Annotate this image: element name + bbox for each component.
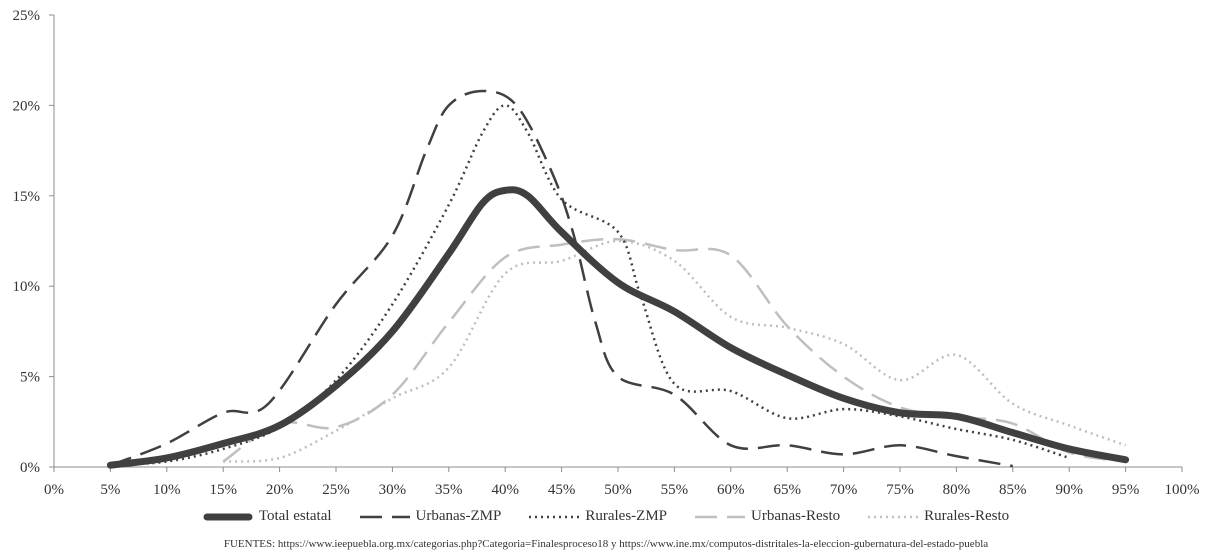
line-chart: 0% 5% 10% 15% 20% 25% 0% 5% 10% 15% 20% 25% 30% 35% 4…	[13, 8, 1200, 498]
source-note: FUENTES: https://www.ieepuebla.org.mx/ca…	[223, 538, 989, 550]
series-layer	[106, 89, 1130, 469]
x-axis: 0% 5% 10% 15% 20% 25% 30% 35% 40% 45% 50% 55% 60% 65%…	[44, 466, 1200, 498]
x-tick-label: 35%	[435, 482, 463, 498]
x-tick-label: 45%	[548, 482, 576, 498]
y-tick-label: 15%	[13, 189, 41, 205]
legend-label: Rurales-Resto	[924, 508, 1010, 524]
series-line-urbanas-zmp	[109, 89, 1014, 468]
x-tick-label: 15%	[209, 482, 237, 498]
x-tick-label: 55%	[661, 482, 689, 498]
legend-swatch	[529, 515, 580, 518]
y-tick-label: 10%	[13, 279, 41, 295]
legend-item-urbanas-resto: Urbanas-Resto	[695, 508, 840, 525]
y-tick-label: 20%	[13, 98, 41, 114]
x-tick-label: 0%	[44, 482, 64, 498]
series-line-rurales-resto	[223, 239, 1127, 463]
legend-swatch	[868, 515, 919, 518]
y-tick-label: 25%	[13, 8, 41, 24]
legend-label: Rurales-ZMP	[585, 508, 668, 524]
x-tick-label: 40%	[491, 482, 519, 498]
x-tick-label: 70%	[830, 482, 858, 498]
series-line-total-estatal	[106, 186, 1130, 469]
legend-swatch	[203, 513, 253, 520]
legend-swatch	[359, 515, 410, 518]
x-tick-label: 75%	[886, 482, 914, 498]
x-tick-label: 50%	[604, 482, 632, 498]
legend-label: Urbanas-ZMP	[415, 508, 502, 524]
x-tick-label: 25%	[322, 482, 350, 498]
x-tick-label: 60%	[717, 482, 745, 498]
legend-item-urbanas-zmp: Urbanas-ZMP	[359, 508, 502, 525]
x-tick-label: 30%	[379, 482, 407, 498]
y-tick-label: 5%	[20, 370, 40, 386]
x-tick-label: 65%	[773, 482, 801, 498]
legend-label: Total estatal	[258, 508, 332, 524]
x-tick-label: 90%	[1055, 482, 1083, 498]
legend-swatch	[695, 515, 746, 518]
x-tick-label: 10%	[153, 482, 181, 498]
legend-item-total-estatal: Total estatal	[203, 508, 332, 525]
x-tick-label: 20%	[266, 482, 294, 498]
y-tick-label: 0%	[20, 460, 40, 476]
x-tick-label: 100%	[1165, 482, 1200, 498]
legend-item-rurales-zmp: Rurales-ZMP	[529, 508, 667, 525]
x-tick-label: 85%	[999, 482, 1027, 498]
legend-item-rurales-resto: Rurales-Resto	[868, 508, 1009, 525]
x-tick-label: 95%	[1112, 482, 1140, 498]
x-tick-label: 80%	[943, 482, 971, 498]
x-tick-label: 5%	[100, 482, 120, 498]
legend-label: Urbanas-Resto	[751, 508, 841, 524]
chart-legend: Total estatal Urbanas-ZMP Rurales-ZMP Urban…	[0, 508, 1212, 525]
y-axis: 0% 5% 10% 15% 20% 25%	[13, 8, 55, 476]
